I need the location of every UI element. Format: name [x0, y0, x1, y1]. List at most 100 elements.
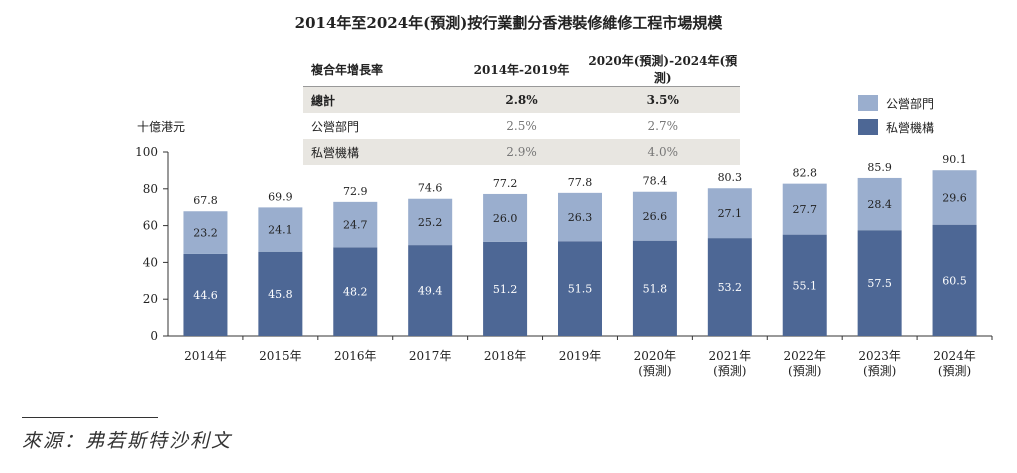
bar-private — [558, 241, 602, 336]
x-tick-label: 2019年 — [559, 349, 602, 363]
data-label-private: 51.2 — [493, 283, 518, 296]
cagr-header-row: 複合年增長率 2014年-2019年 2020年(預測)-2024年(預測) — [303, 52, 740, 87]
cagr-row-value: 3.5% — [585, 86, 740, 113]
bar-public — [408, 198, 453, 246]
data-label-private: 53.2 — [718, 281, 743, 294]
cagr-row-label: 私營機構 — [303, 139, 458, 165]
bar-private — [782, 234, 827, 336]
cagr-row-public: 公營部門 2.5% 2.7% — [303, 113, 740, 139]
bar-private — [932, 224, 977, 336]
x-tick-label: 2018年 — [484, 349, 527, 363]
y-tick-label: 40 — [143, 255, 158, 269]
x-tick-label: 2015年 — [259, 349, 302, 363]
data-label-public: 26.6 — [643, 210, 668, 223]
bar-public — [932, 170, 977, 225]
x-tick-label: 2024年 — [933, 349, 976, 363]
y-tick-label: 60 — [143, 219, 158, 233]
data-label-private: 45.8 — [268, 288, 293, 301]
bar-public — [183, 211, 228, 254]
source-divider — [22, 417, 158, 418]
bar-public — [632, 191, 677, 241]
data-label-public: 23.2 — [193, 227, 218, 240]
cagr-row-value: 2.7% — [647, 119, 679, 133]
cagr-header-label: 複合年增長率 — [303, 52, 458, 87]
x-tick-label: 2022年 — [783, 349, 826, 363]
x-tick-label: (預測) — [713, 364, 746, 378]
x-tick-label: (預測) — [863, 364, 896, 378]
cagr-row-total: 總計 2.8% 3.5% — [303, 86, 740, 113]
bar-private — [707, 238, 752, 336]
x-tick-label: 2020年 — [634, 349, 677, 363]
legend-label-private: 私營機構 — [886, 120, 935, 135]
bar-public — [258, 207, 303, 252]
x-tick-label: 2017年 — [409, 349, 452, 363]
x-tick-label: (預測) — [788, 364, 821, 378]
x-tick-label: (預測) — [638, 364, 671, 378]
y-axis-unit-label: 十億港元 — [137, 120, 186, 134]
bar-public — [333, 201, 378, 248]
data-label-private: 44.6 — [193, 289, 218, 302]
data-label-total: 69.9 — [268, 190, 293, 203]
bar-private — [258, 251, 303, 336]
x-tick-label: 2021年 — [709, 349, 752, 363]
bar-private — [183, 253, 228, 336]
data-label-total: 77.2 — [493, 177, 518, 190]
data-label-total: 90.1 — [942, 153, 967, 166]
data-label-total: 85.9 — [867, 161, 892, 174]
data-label-public: 26.3 — [568, 211, 593, 224]
data-label-public: 27.1 — [718, 207, 743, 220]
legend: 公營部門 私營機構 — [858, 92, 934, 140]
x-tick-label: 2014年 — [184, 349, 227, 363]
cagr-row-value: 2.8% — [457, 86, 586, 113]
cagr-row-value: 2.9% — [457, 139, 586, 165]
bar-private — [333, 247, 378, 336]
data-label-public: 25.2 — [418, 216, 443, 229]
data-label-total: 67.8 — [193, 194, 218, 207]
bar-private — [857, 230, 902, 336]
x-tick-label: (預測) — [938, 364, 971, 378]
data-label-private: 49.4 — [418, 285, 443, 298]
data-label-private: 60.5 — [942, 274, 967, 287]
source-note: 來源：弗若斯特沙利文 — [22, 430, 233, 452]
data-label-public: 27.7 — [792, 203, 817, 216]
data-label-public: 26.0 — [493, 212, 518, 225]
cagr-row-value: 4.0% — [585, 139, 740, 165]
bar-private — [408, 245, 453, 336]
legend-item-public: 公營部門 — [858, 92, 934, 114]
data-label-private: 48.2 — [343, 286, 368, 299]
legend-label-public: 公營部門 — [886, 96, 935, 111]
cagr-header-period2: 2020年(預測)-2024年(預測) — [585, 52, 740, 87]
y-tick-label: 80 — [143, 182, 158, 196]
data-label-total: 74.6 — [418, 182, 443, 195]
chart-title: 2014年至2024年(預測)按行業劃分香港裝修維修工程市場規模 — [294, 14, 723, 32]
bar-public — [782, 183, 827, 235]
bar-public — [857, 177, 902, 231]
data-label-private: 51.8 — [643, 282, 668, 295]
cagr-row-value: 2.5% — [506, 119, 537, 133]
data-label-private: 55.1 — [792, 279, 817, 292]
cagr-row-label: 總計 — [303, 86, 458, 113]
data-label-public: 24.7 — [343, 219, 368, 232]
y-tick-label: 20 — [143, 292, 158, 306]
legend-swatch-public — [858, 95, 878, 111]
legend-swatch-private — [858, 119, 878, 135]
cagr-row-private: 私營機構 2.9% 4.0% — [303, 139, 740, 165]
bar-public — [707, 188, 752, 239]
data-label-total: 77.8 — [568, 176, 593, 189]
data-label-private: 57.5 — [867, 277, 892, 290]
data-label-public: 24.1 — [268, 224, 293, 237]
y-tick-label: 0 — [150, 329, 158, 343]
cagr-row-label: 公營部門 — [311, 119, 360, 134]
data-label-private: 51.5 — [568, 283, 593, 296]
bar-private — [632, 240, 677, 336]
data-label-public: 28.4 — [867, 198, 892, 211]
data-label-total: 78.4 — [643, 175, 668, 188]
x-tick-label: 2016年 — [334, 349, 377, 363]
data-label-total: 72.9 — [343, 185, 368, 198]
legend-item-private: 私營機構 — [858, 116, 934, 138]
bar-public — [558, 192, 602, 242]
cagr-header-period1: 2014年-2019年 — [457, 52, 586, 87]
bar-private — [483, 241, 528, 336]
data-label-public: 29.6 — [942, 191, 967, 204]
